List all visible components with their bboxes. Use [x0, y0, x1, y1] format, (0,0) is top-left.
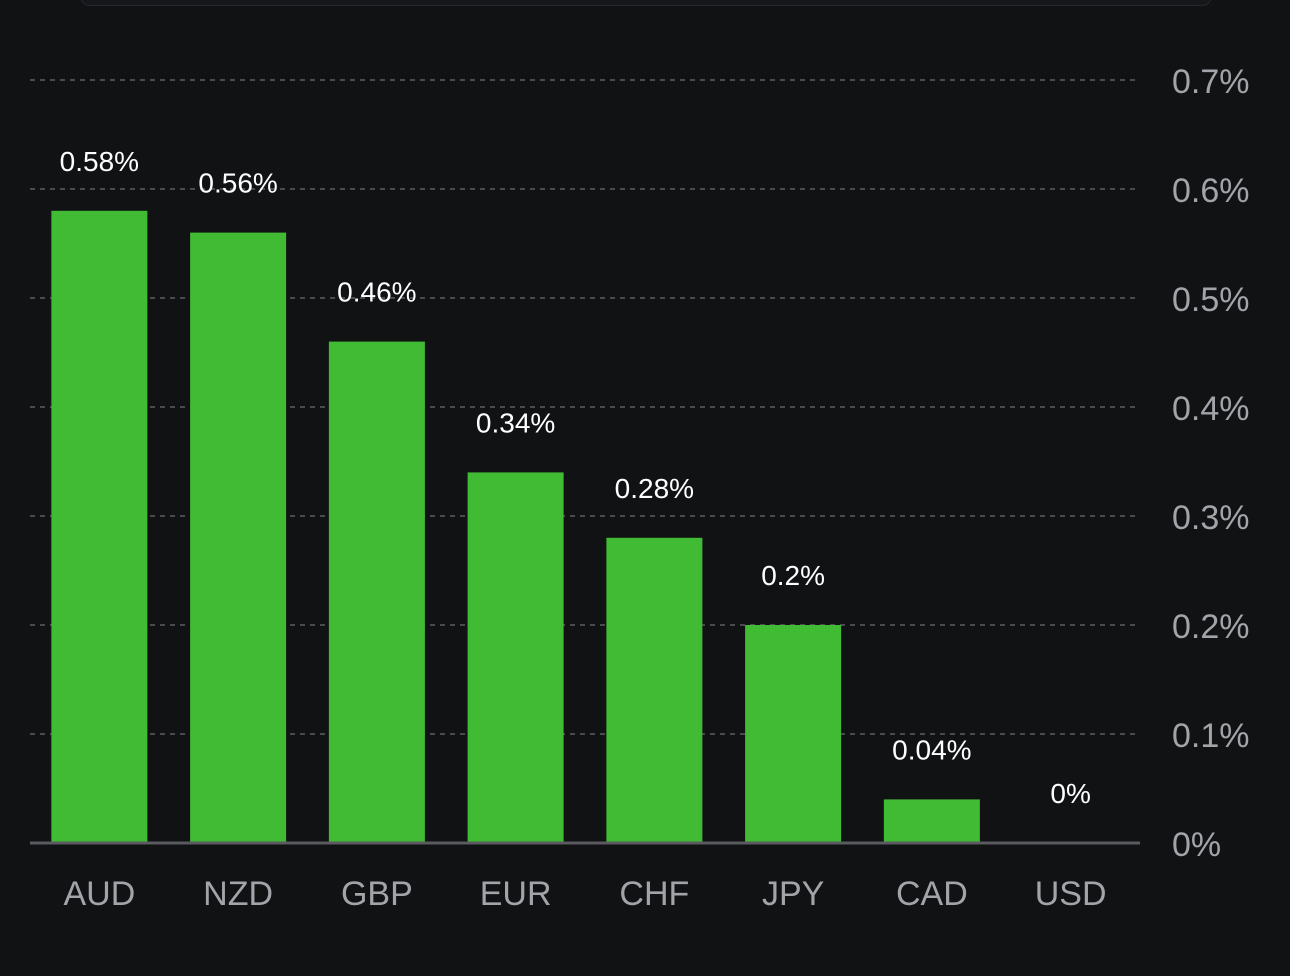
category-label-jpy: JPY: [762, 875, 824, 913]
y-tick-label: 0.1%: [1172, 717, 1250, 755]
value-label-usd: 0%: [1050, 778, 1090, 809]
category-label-gbp: GBP: [341, 875, 413, 913]
bar-eur: [467, 472, 564, 843]
bar-nzd: [190, 232, 287, 844]
category-label-usd: USD: [1035, 875, 1107, 913]
value-label-chf: 0.28%: [615, 473, 694, 504]
category-label-aud: AUD: [63, 875, 135, 913]
value-label-gbp: 0.46%: [337, 277, 416, 308]
y-tick-label: 0.7%: [1172, 63, 1250, 101]
category-label-nzd: NZD: [203, 875, 273, 913]
value-label-eur: 0.34%: [476, 407, 555, 438]
value-label-cad: 0.04%: [892, 734, 971, 765]
y-tick-label: 0.4%: [1172, 390, 1250, 428]
y-tick-label: 0.3%: [1172, 499, 1250, 537]
bar-chf: [606, 537, 703, 843]
category-label-cad: CAD: [896, 875, 968, 913]
category-label-eur: EUR: [480, 875, 552, 913]
bar-aud: [51, 210, 148, 844]
bar-gbp: [328, 341, 425, 843]
value-label-jpy: 0.2%: [761, 560, 825, 591]
value-label-aud: 0.58%: [60, 146, 139, 177]
y-tick-label: 0.5%: [1172, 281, 1250, 319]
category-label-chf: CHF: [619, 875, 689, 913]
y-tick-label: 0.6%: [1172, 172, 1250, 210]
bar-cad: [883, 799, 980, 843]
value-label-nzd: 0.56%: [198, 168, 277, 199]
bar-jpy: [745, 625, 842, 843]
y-tick-label: 0%: [1172, 826, 1221, 864]
y-tick-label: 0.2%: [1172, 608, 1250, 646]
